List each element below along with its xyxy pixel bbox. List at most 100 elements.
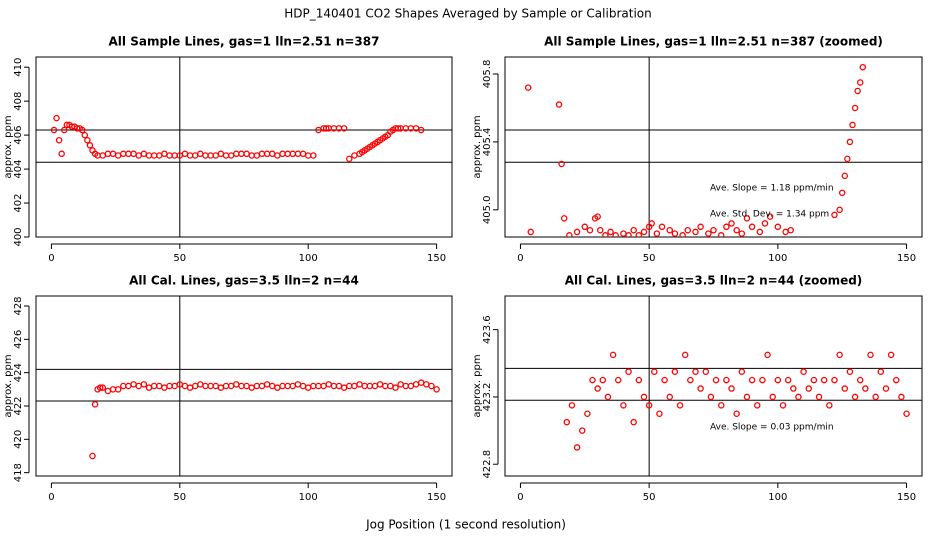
point bbox=[166, 152, 173, 159]
y-tick-label: 408 bbox=[13, 92, 24, 111]
point bbox=[248, 384, 255, 391]
point bbox=[284, 382, 291, 390]
y-tick-label: 406 bbox=[13, 126, 24, 145]
point bbox=[258, 382, 266, 390]
points bbox=[50, 114, 425, 163]
point bbox=[738, 230, 746, 237]
point bbox=[779, 402, 787, 409]
points bbox=[89, 379, 440, 460]
annotation: Ave. Slope = 1.18 ppm/min bbox=[710, 184, 834, 194]
point bbox=[764, 351, 771, 359]
point bbox=[738, 368, 746, 375]
plot-frame bbox=[35, 295, 453, 477]
point bbox=[862, 385, 869, 392]
y-tick-label: 426 bbox=[13, 330, 24, 349]
point bbox=[99, 384, 107, 391]
point bbox=[581, 223, 589, 231]
point bbox=[191, 152, 199, 159]
x-tick-label: 100 bbox=[299, 253, 318, 264]
point bbox=[844, 155, 851, 163]
point bbox=[161, 384, 168, 391]
x-tick-label: 150 bbox=[897, 253, 916, 264]
point bbox=[335, 382, 343, 390]
point bbox=[340, 125, 348, 132]
point bbox=[859, 63, 867, 71]
point bbox=[233, 381, 240, 388]
point bbox=[340, 384, 348, 391]
point bbox=[294, 381, 302, 388]
point bbox=[805, 385, 812, 392]
point bbox=[841, 172, 849, 180]
point bbox=[217, 384, 225, 391]
point bbox=[50, 126, 58, 134]
point bbox=[609, 351, 617, 359]
point bbox=[635, 376, 643, 384]
point bbox=[671, 368, 679, 375]
y-tick-label: 402 bbox=[13, 193, 24, 212]
point bbox=[656, 410, 663, 418]
point bbox=[197, 381, 204, 388]
point bbox=[81, 131, 89, 139]
point bbox=[120, 382, 127, 390]
point bbox=[310, 382, 317, 390]
y-tick-label: 424 bbox=[13, 363, 24, 382]
point bbox=[310, 152, 317, 159]
points bbox=[524, 63, 867, 237]
point bbox=[397, 381, 404, 388]
plot-frame bbox=[504, 56, 923, 238]
point bbox=[394, 125, 402, 132]
point bbox=[371, 382, 379, 390]
annotation: Ave. Std. Dev. = 1.34 ppm bbox=[710, 210, 829, 220]
point bbox=[351, 382, 358, 390]
point bbox=[748, 376, 756, 384]
point bbox=[289, 382, 297, 390]
point bbox=[181, 382, 189, 390]
y-tick-label: 423.6 bbox=[482, 315, 493, 344]
point bbox=[707, 393, 715, 401]
point bbox=[838, 189, 846, 197]
point bbox=[202, 382, 209, 390]
panel-title: All Sample Lines, gas=1 lln=2.51 n=387 (… bbox=[544, 35, 883, 49]
point bbox=[748, 223, 756, 231]
y-tick-label: 428 bbox=[13, 296, 24, 315]
point bbox=[573, 444, 581, 451]
point bbox=[851, 104, 859, 112]
y-tick-label: 410 bbox=[13, 58, 24, 77]
point bbox=[145, 152, 153, 159]
point bbox=[284, 150, 291, 158]
point bbox=[289, 150, 297, 158]
point bbox=[761, 220, 769, 227]
point bbox=[640, 393, 648, 401]
point bbox=[156, 152, 163, 159]
point bbox=[191, 382, 199, 390]
point bbox=[304, 384, 312, 391]
x-tick-label: 100 bbox=[299, 492, 318, 503]
plot-frame bbox=[35, 56, 453, 238]
point bbox=[756, 228, 764, 236]
point bbox=[253, 382, 261, 390]
point bbox=[114, 152, 122, 159]
point bbox=[524, 84, 532, 91]
point bbox=[635, 232, 643, 237]
point bbox=[428, 382, 435, 390]
point bbox=[55, 136, 63, 144]
point bbox=[596, 226, 604, 234]
x-tick-label: 0 bbox=[517, 253, 523, 264]
x-tick-label: 0 bbox=[48, 253, 54, 264]
point bbox=[166, 382, 173, 390]
point bbox=[648, 220, 655, 227]
y-tick-label: 423.2 bbox=[482, 383, 493, 412]
point bbox=[109, 150, 117, 158]
point bbox=[258, 150, 266, 158]
point bbox=[366, 382, 374, 390]
point bbox=[578, 427, 586, 434]
point bbox=[387, 382, 394, 390]
point bbox=[558, 160, 565, 168]
point bbox=[754, 402, 761, 409]
point bbox=[304, 152, 312, 159]
y-tick-label: 422 bbox=[13, 396, 24, 415]
point bbox=[58, 150, 65, 158]
point bbox=[130, 381, 137, 388]
point bbox=[872, 393, 879, 401]
point bbox=[666, 393, 673, 401]
